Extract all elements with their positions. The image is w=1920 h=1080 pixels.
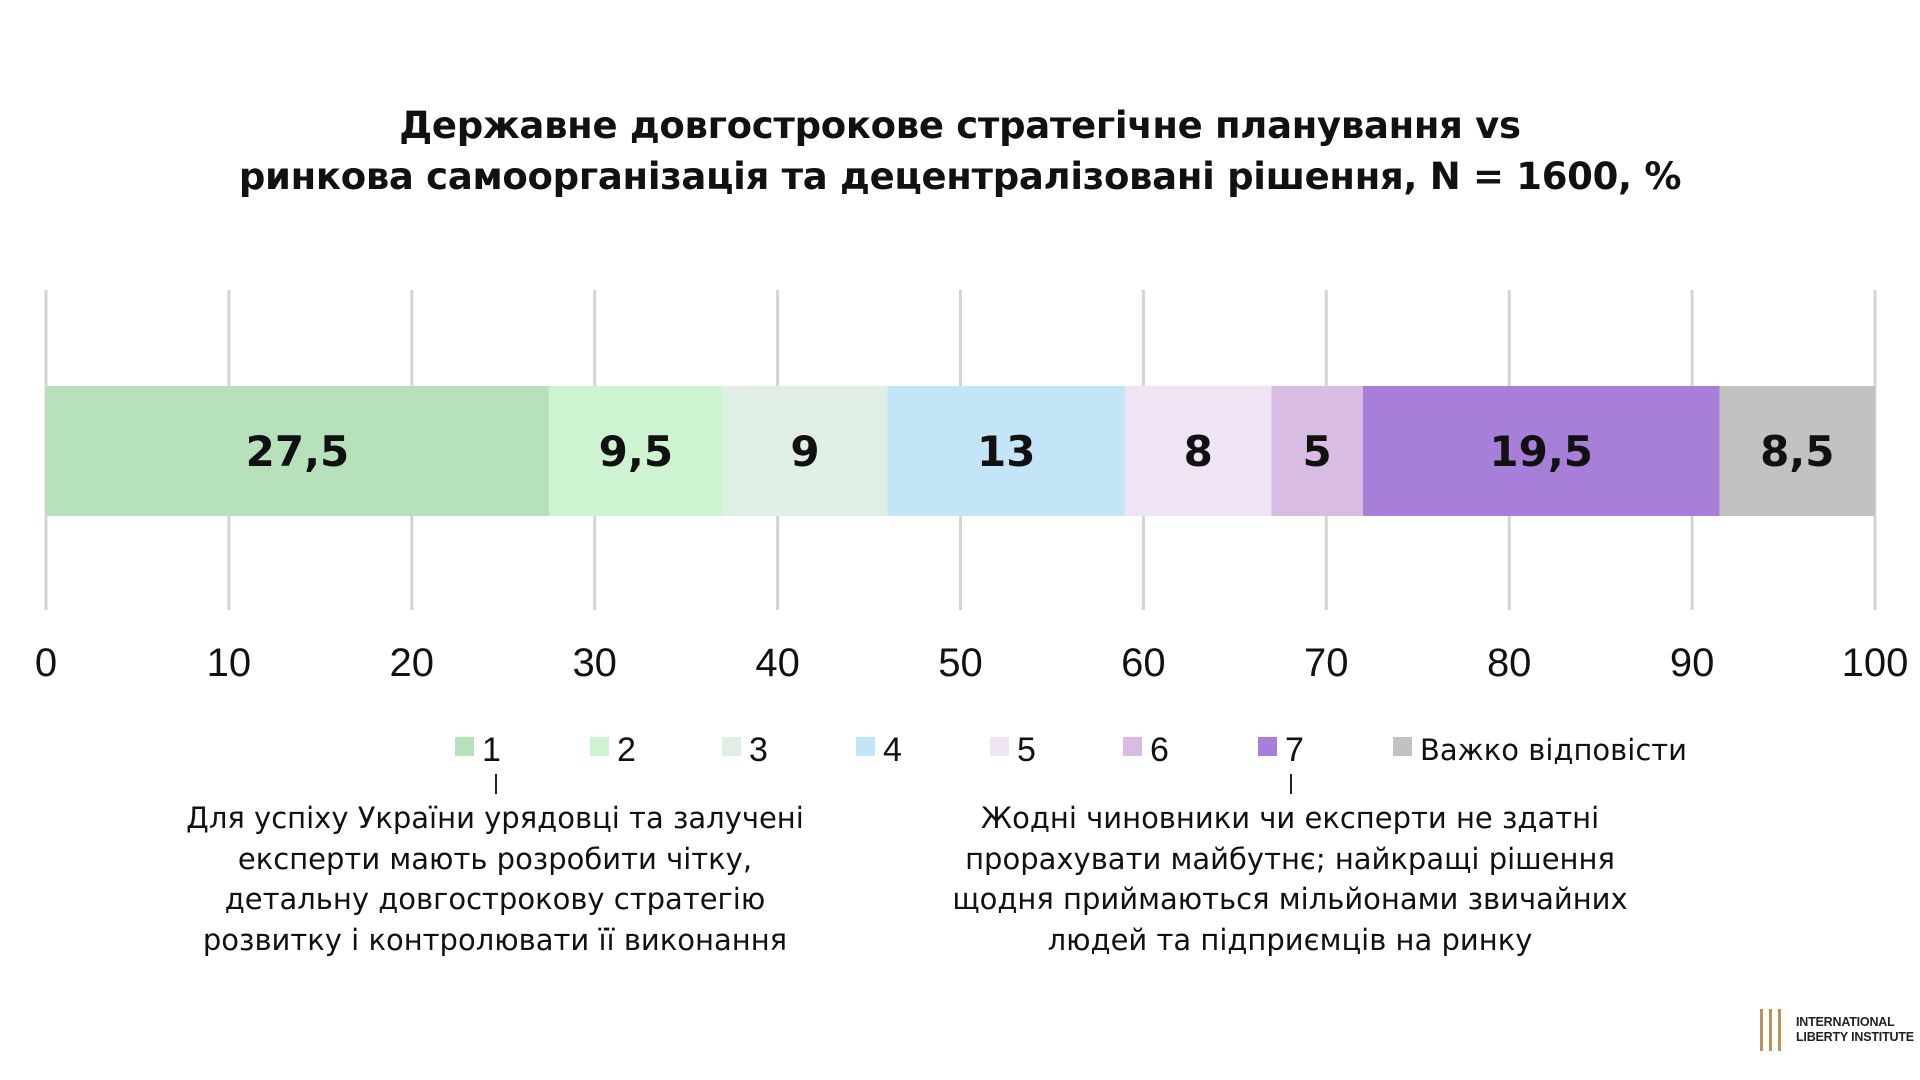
x-tick-label-60: 60 [1121, 641, 1166, 685]
legend-item-6: 6 [1123, 728, 1169, 772]
annotation-pointer-right [1290, 774, 1292, 794]
x-tick-label-70: 70 [1304, 641, 1349, 685]
data-label-4: 13 [977, 427, 1035, 476]
x-tick-label-20: 20 [390, 641, 435, 685]
legend-label-6: 6 [1150, 730, 1169, 769]
logo-mark-icon [1760, 1009, 1786, 1051]
annotation-right-line-2: прорахувати майбутнє; найкращі рішення [965, 841, 1615, 876]
bar-segment-1 [46, 386, 549, 516]
legend-swatch-2 [590, 736, 609, 756]
bar-segment-8 [1719, 386, 1875, 516]
logo-line-1: INTERNATIONAL [1796, 1015, 1895, 1029]
data-label-1: 27,5 [246, 427, 350, 476]
x-tick-label-30: 30 [572, 641, 617, 685]
legend-label-7: 7 [1285, 730, 1304, 769]
legend-swatch-4 [856, 736, 875, 756]
legend-label-1: 1 [482, 730, 501, 769]
x-tick-label-90: 90 [1670, 641, 1715, 685]
annotation-right-line-3: щодня приймаються мільйонами звичайних [952, 882, 1628, 916]
data-label-5: 8 [1184, 427, 1213, 476]
legend-label-8: Важко відповісти [1420, 733, 1688, 767]
logo-line-2: LIBERTY INSTITUTE [1796, 1030, 1914, 1044]
legend-item-5: 5 [990, 728, 1036, 772]
legend-swatch-7 [1258, 736, 1277, 756]
legend-swatch-5 [990, 736, 1009, 756]
legend-label-5: 5 [1017, 730, 1036, 769]
stacked-bar-chart: 0 10 20 30 40 50 60 70 80 90 100 27,5 9,5 9 13 8 5 19,5 8,… [35, 290, 1909, 685]
annotation-left-line-1: Для успіху України урядовці та залучені [186, 801, 804, 835]
bar-segment-2 [548, 386, 723, 516]
legend-swatch-8 [1393, 736, 1412, 756]
data-label-7: 19,5 [1489, 427, 1593, 476]
legend-item-1: 1 [455, 728, 501, 772]
legend-item-4: 4 [856, 728, 902, 772]
legend-item-3: 3 [722, 728, 768, 772]
x-tick-label-40: 40 [755, 641, 800, 685]
legend-item-2: 2 [590, 728, 636, 772]
x-tick-label-50: 50 [938, 641, 983, 685]
annotation-right-line-1: Жодні чиновники чи експерти не здатні [980, 801, 1600, 835]
legend-label-4: 4 [883, 730, 902, 769]
legend-swatch-6 [1123, 736, 1142, 756]
bar-segment-4 [887, 386, 1126, 516]
logo: INTERNATIONAL LIBERTY INSTITUTE [1760, 1008, 1914, 1052]
annotation-left-line-3: детальну довгострокову стратегію [224, 882, 766, 916]
data-label-3: 9 [790, 427, 819, 476]
legend-swatch-1 [455, 736, 474, 756]
chart-title: Державне довгострокове стратегічне плану… [0, 100, 1920, 202]
chart-title-line-1: Державне довгострокове стратегічне плану… [399, 104, 1521, 147]
annotation-pointer-left [495, 774, 497, 794]
legend-label-3: 3 [749, 730, 768, 769]
bar-segment-3 [722, 386, 888, 516]
bar-segment-6 [1271, 386, 1363, 516]
chart-title-line-2: ринкова самоорганізація та децентралізов… [238, 155, 1682, 198]
x-tick-label-10: 10 [207, 641, 252, 685]
x-tick-label-100: 100 [1842, 641, 1909, 685]
logo-text: INTERNATIONAL LIBERTY INSTITUTE [1796, 1015, 1914, 1045]
annotation-left-line-2: експерти мають розробити чітку, [237, 841, 753, 876]
legend-label-2: 2 [617, 730, 636, 769]
legend-swatch-3 [722, 736, 741, 756]
x-tick-label-80: 80 [1487, 641, 1532, 685]
x-tick-label-0: 0 [35, 641, 57, 685]
bar-segment-5 [1125, 386, 1272, 516]
annotation-left: Для успіху України урядовці та залучені … [135, 798, 855, 960]
legend-item-7: 7 [1258, 728, 1304, 772]
legend-item-8: Важко відповісти [1393, 728, 1687, 772]
data-label-8: 8,5 [1760, 427, 1834, 476]
bar-segment-7 [1362, 386, 1720, 516]
data-label-6: 5 [1303, 427, 1332, 476]
annotation-right: Жодні чиновники чи експерти не здатні пр… [930, 798, 1650, 960]
annotation-left-line-4: розвитку і контролювати її виконання [202, 922, 788, 957]
annotation-right-line-4: людей та підприємців на ринку [1047, 922, 1533, 957]
data-label-2: 9,5 [599, 427, 673, 476]
